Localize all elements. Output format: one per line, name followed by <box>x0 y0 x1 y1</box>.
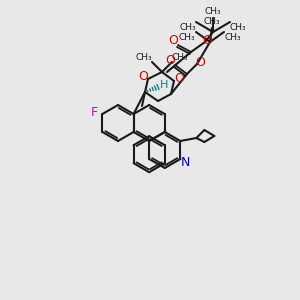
Text: CH₃: CH₃ <box>225 32 241 41</box>
Text: CH₃: CH₃ <box>230 22 246 32</box>
Text: O: O <box>195 56 205 70</box>
Text: N: N <box>181 157 190 169</box>
Text: O: O <box>138 70 148 83</box>
Text: O: O <box>174 73 184 85</box>
Text: H: H <box>160 80 168 90</box>
Text: CH₃: CH₃ <box>136 52 152 62</box>
Text: CH₃: CH₃ <box>204 17 220 26</box>
Text: O: O <box>168 34 178 46</box>
Text: F: F <box>91 106 98 118</box>
Text: O: O <box>165 53 175 67</box>
Text: CH₃: CH₃ <box>172 52 188 62</box>
Text: O: O <box>202 34 212 47</box>
Text: CH₃: CH₃ <box>179 32 195 41</box>
Text: CH₃: CH₃ <box>180 22 196 32</box>
Text: CH₃: CH₃ <box>205 8 221 16</box>
